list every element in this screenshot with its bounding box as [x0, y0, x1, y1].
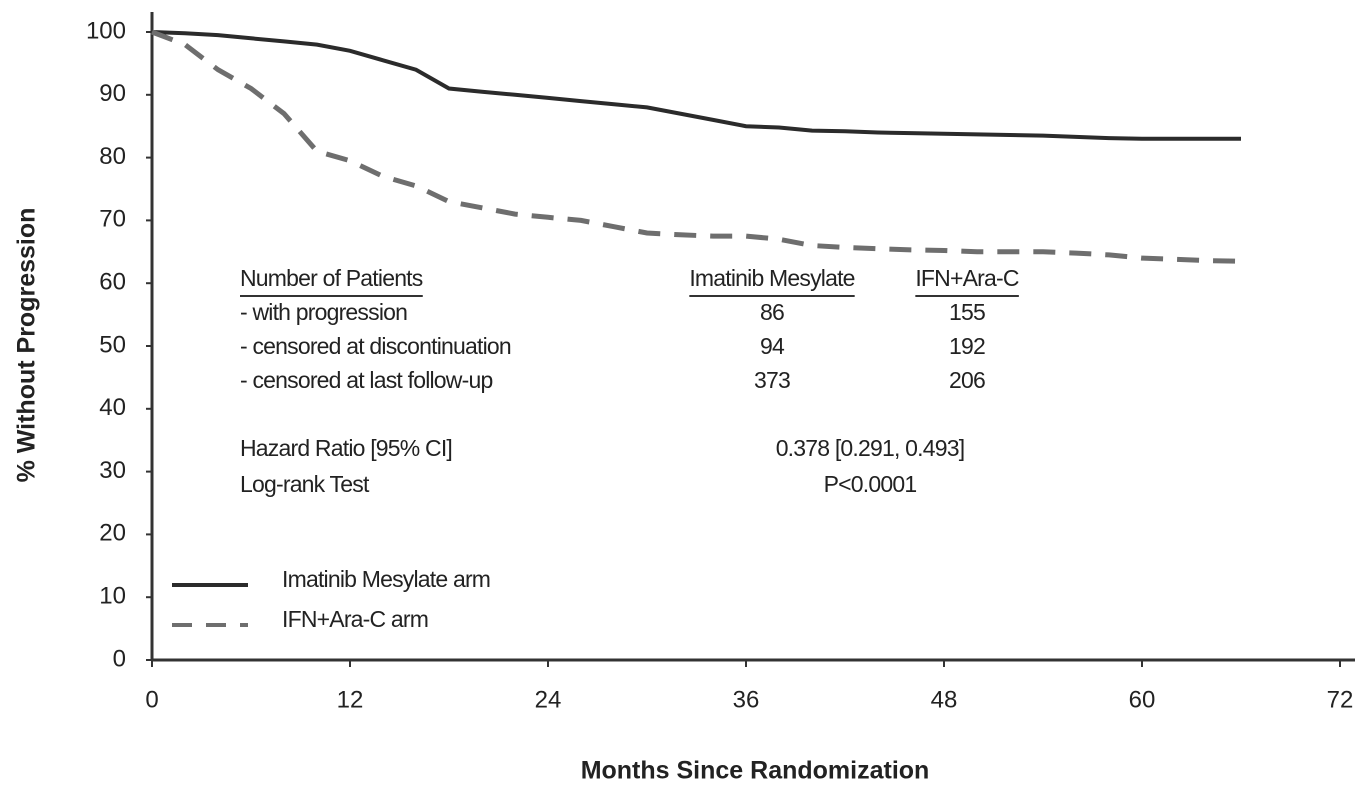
table-cell: 206 [949, 367, 985, 393]
table-cell: 94 [760, 333, 785, 359]
table-header: Number of Patients [240, 265, 423, 291]
table-header: IFN+Ara-C [915, 265, 1019, 291]
y-tick-label: 50 [99, 331, 126, 358]
y-axis-label: % Without Progression [13, 208, 41, 483]
y-tick-label: 100 [86, 17, 126, 44]
stat-label: Log-rank Test [240, 471, 370, 497]
table-cell: 192 [949, 333, 985, 359]
table-cell: - with progression [240, 299, 407, 325]
y-tick-label: 40 [99, 394, 126, 421]
table-header: Imatinib Mesylate [689, 265, 854, 291]
table-cell: - censored at last follow-up [240, 367, 492, 393]
y-tick-label: 90 [99, 80, 126, 107]
x-tick-label: 48 [931, 686, 958, 713]
x-tick-label: 12 [337, 686, 364, 713]
table-cell: - censored at discontinuation [240, 333, 511, 359]
table-cell: 86 [760, 299, 784, 325]
series-line [151, 30, 1241, 141]
x-axis-label: Months Since Randomization [581, 757, 930, 785]
table-cell: 373 [754, 367, 790, 393]
y-tick-label: 60 [99, 269, 126, 296]
x-tick-label: 60 [1129, 686, 1156, 713]
y-tick-label: 20 [99, 520, 126, 547]
y-tick-label: 30 [99, 457, 126, 484]
x-tick-label: 24 [535, 686, 562, 713]
y-tick-label: 80 [99, 143, 126, 170]
legend-label: Imatinib Mesylate arm [282, 566, 490, 592]
legend-label: IFN+Ara-C arm [282, 606, 428, 632]
stat-value: P<0.0001 [824, 471, 917, 497]
y-tick-label: 70 [99, 206, 126, 233]
series-line [151, 29, 1242, 264]
stat-value: 0.378 [0.291, 0.493] [776, 435, 965, 461]
x-tick-label: 72 [1327, 686, 1354, 713]
table-cell: 155 [949, 299, 985, 325]
y-tick-label: 10 [99, 583, 126, 610]
stat-label: Hazard Ratio [95% CI] [240, 435, 452, 461]
x-tick-label: 36 [733, 686, 760, 713]
y-tick-label: 0 [113, 645, 126, 672]
x-tick-label: 0 [145, 686, 158, 713]
